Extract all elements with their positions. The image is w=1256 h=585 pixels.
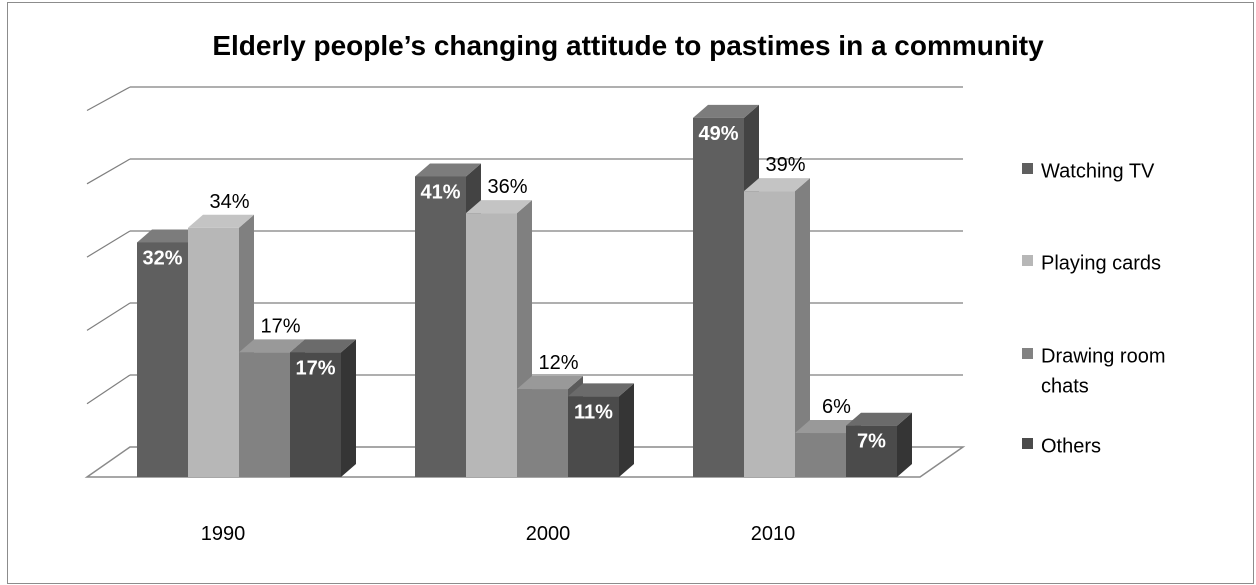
bar-top [568, 383, 634, 397]
x-tick-label: 1990 [201, 523, 246, 545]
legend-swatch [1022, 163, 1033, 174]
x-tick-label: 2000 [526, 523, 571, 545]
bar-front [517, 389, 568, 477]
data-label: 7% [857, 431, 886, 453]
bar-front [466, 213, 517, 477]
bar-front [795, 433, 846, 477]
bar-side [897, 412, 912, 477]
legend-label: Others [1041, 435, 1101, 457]
bar-front [290, 352, 341, 477]
data-label: 11% [574, 401, 613, 423]
bar-top [137, 229, 203, 243]
legend-item: Playing cards [1022, 252, 1161, 274]
data-label: 36% [487, 176, 527, 198]
data-label: 41% [420, 181, 460, 203]
gridline-side [86, 374, 131, 405]
bar-playing-cards-2000 [466, 200, 532, 477]
bar-top [290, 339, 356, 353]
bar-top [188, 214, 254, 228]
data-label: 34% [209, 191, 249, 213]
bar-top [693, 104, 759, 118]
bar-side [795, 178, 810, 477]
bar-top [415, 163, 481, 177]
legend-swatch [1022, 255, 1033, 266]
bar-top [517, 376, 583, 390]
bar-front [693, 117, 744, 477]
bar-top [466, 200, 532, 214]
bar-front [568, 396, 619, 477]
data-label: 39% [765, 154, 805, 176]
bar-front [239, 352, 290, 477]
bar-side [619, 383, 634, 477]
bar-others-2010 [846, 412, 912, 477]
legend-swatch [1022, 438, 1033, 449]
bar-top [795, 420, 861, 434]
bar-front [846, 425, 897, 477]
data-label: 49% [698, 123, 738, 145]
bar-others-2000 [568, 383, 634, 477]
bar-others-1990 [290, 339, 356, 477]
bar-front [188, 227, 239, 477]
bar-front [744, 191, 795, 477]
bar-front [137, 242, 188, 477]
legend-label: Drawing room [1041, 345, 1165, 367]
bar-top [846, 412, 912, 426]
data-label: 6% [822, 396, 851, 418]
bar-top [239, 339, 305, 353]
x-tick-label: 2010 [751, 523, 796, 545]
legend-label: Playing cards [1041, 252, 1161, 274]
data-label: 32% [142, 247, 182, 269]
legend: Watching TV Playing cards Drawing room chat… [1022, 160, 1165, 457]
data-label: 17% [260, 315, 300, 337]
bar-front [415, 176, 466, 477]
chart-title: Elderly people’s changing attitude to pa… [212, 30, 1044, 61]
legend-label: chats [1041, 375, 1089, 397]
legend-swatch [1022, 348, 1033, 359]
legend-item: Others [1022, 435, 1101, 457]
legend-item: Watching TV [1022, 160, 1155, 182]
bar-side [341, 339, 356, 477]
gridline-side [86, 86, 131, 112]
data-label: 17% [295, 357, 335, 379]
gridline-side [86, 158, 131, 185]
legend-label: Watching TV [1041, 160, 1155, 182]
data-label: 12% [538, 352, 578, 374]
data-labels: 32% 34% 17% 17% 41% 36% 12% 11% 49% 39% 6% 7% [142, 123, 886, 453]
gridline-side [86, 230, 131, 258]
x-axis-ticks: 1990 2000 2010 [201, 523, 796, 545]
bars [137, 104, 912, 477]
legend-item: Drawing room chats [1022, 345, 1165, 397]
bar-playing-cards-2010 [744, 178, 810, 477]
bar-top [744, 178, 810, 192]
gridline-side [86, 302, 131, 331]
